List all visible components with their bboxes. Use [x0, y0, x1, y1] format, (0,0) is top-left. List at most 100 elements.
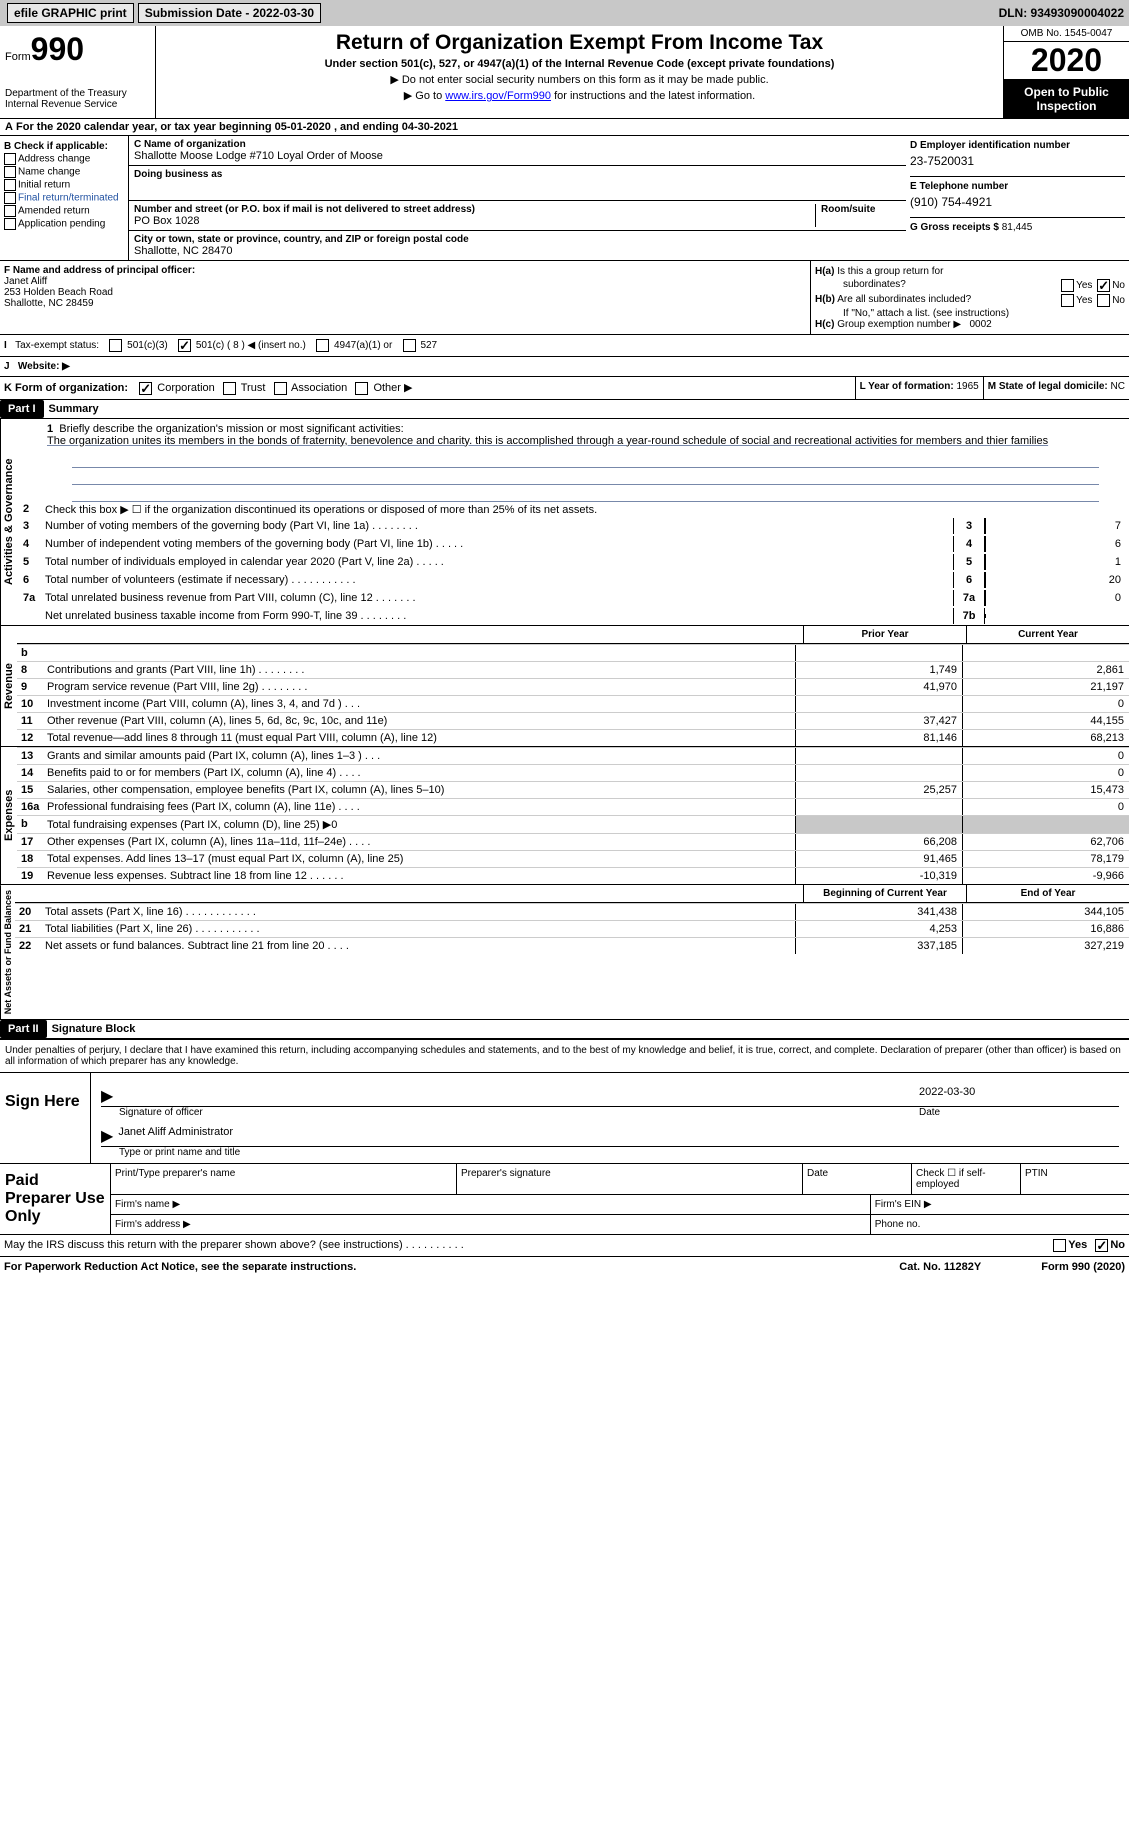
- paid-preparer-block: Paid Preparer Use Only Print/Type prepar…: [0, 1164, 1129, 1235]
- data-line: 22Net assets or fund balances. Subtract …: [15, 937, 1129, 954]
- data-line: 12Total revenue—add lines 8 through 11 (…: [17, 729, 1129, 746]
- public-inspection: Open to Public Inspection: [1004, 80, 1129, 118]
- i-501c[interactable]: [178, 339, 191, 352]
- signer-name: Janet Aliff Administrator: [118, 1126, 233, 1146]
- row-j: J Website: ▶: [0, 357, 1129, 377]
- hb-yes[interactable]: [1061, 294, 1074, 307]
- gov-line: 2Check this box ▶ ☐ if the organization …: [17, 502, 1129, 517]
- col-l: L Year of formation: 1965: [855, 377, 983, 399]
- gov-line: Net unrelated business taxable income fr…: [17, 607, 1129, 625]
- topbar: efile GRAPHIC print Submission Date - 20…: [0, 0, 1129, 26]
- i-501c3[interactable]: [109, 339, 122, 352]
- form-header: Form990 Department of the Treasury Inter…: [0, 26, 1129, 118]
- data-line: b: [17, 644, 1129, 661]
- ha-yes[interactable]: [1061, 279, 1074, 292]
- chk-pending[interactable]: Application pending: [4, 218, 124, 230]
- data-line: bTotal fundraising expenses (Part IX, co…: [17, 815, 1129, 833]
- part2-header: Part II Signature Block: [0, 1020, 1129, 1039]
- discuss-yes[interactable]: [1053, 1239, 1066, 1252]
- tax-year: 2020: [1004, 42, 1129, 80]
- form-subtitle: Under section 501(c), 527, or 4947(a)(1)…: [166, 58, 993, 70]
- officer: Janet Aliff 253 Holden Beach Road Shallo…: [4, 276, 806, 309]
- row-i: I Tax-exempt status: 501(c)(3) 501(c) ( …: [0, 335, 1129, 357]
- k-other[interactable]: [355, 382, 368, 395]
- data-line: 15Salaries, other compensation, employee…: [17, 781, 1129, 798]
- i-527[interactable]: [403, 339, 416, 352]
- footer: For Paperwork Reduction Act Notice, see …: [0, 1256, 1129, 1277]
- form-label: Form: [5, 51, 31, 63]
- k-assoc[interactable]: [274, 382, 287, 395]
- form-title: Return of Organization Exempt From Incom…: [166, 31, 993, 55]
- org-name: Shallotte Moose Lodge #710 Loyal Order o…: [134, 150, 901, 162]
- data-line: 20Total assets (Part X, line 16) . . . .…: [15, 903, 1129, 920]
- part1-header: Part I Summary: [0, 400, 1129, 419]
- col-deg: D Employer identification number 23-7520…: [906, 136, 1129, 260]
- period-line: A For the 2020 calendar year, or tax yea…: [0, 118, 1129, 136]
- section-fh: F Name and address of principal officer:…: [0, 261, 1129, 335]
- hb-no[interactable]: [1097, 294, 1110, 307]
- submission-date: Submission Date - 2022-03-30: [138, 3, 321, 23]
- data-line: 18Total expenses. Add lines 13–17 (must …: [17, 850, 1129, 867]
- chk-name[interactable]: Name change: [4, 166, 124, 178]
- sign-block: Sign Here ▶2022-03-30 Signature of offic…: [0, 1072, 1129, 1164]
- data-line: 17Other expenses (Part IX, column (A), l…: [17, 833, 1129, 850]
- penalty-text: Under penalties of perjury, I declare th…: [0, 1039, 1129, 1072]
- data-line: 14Benefits paid to or for members (Part …: [17, 764, 1129, 781]
- expenses-label: Expenses: [0, 747, 17, 884]
- revenue-block: Revenue Prior YearCurrent Year b8Contrib…: [0, 626, 1129, 747]
- street: PO Box 1028: [134, 215, 815, 227]
- data-line: 13Grants and similar amounts paid (Part …: [17, 747, 1129, 764]
- netassets-label: Net Assets or Fund Balances: [0, 885, 15, 1019]
- col-c: C Name of organizationShallotte Moose Lo…: [129, 136, 906, 260]
- data-line: 11Other revenue (Part VIII, column (A), …: [17, 712, 1129, 729]
- row-klm: K Form of organization: Corporation Trus…: [0, 377, 1129, 400]
- dln: DLN: 93493090004022: [999, 6, 1124, 20]
- gov-line: 4Number of independent voting members of…: [17, 535, 1129, 553]
- gross-receipts: 81,445: [1002, 222, 1033, 233]
- data-line: 8Contributions and grants (Part VIII, li…: [17, 661, 1129, 678]
- group-exempt: 0002: [969, 319, 991, 330]
- phone: (910) 754-4921: [910, 195, 1125, 209]
- col-k: K Form of organization: Corporation Trus…: [0, 377, 855, 399]
- discuss-line: May the IRS discuss this return with the…: [0, 1235, 1129, 1256]
- data-line: 21Total liabilities (Part X, line 26) . …: [15, 920, 1129, 937]
- chk-address[interactable]: Address change: [4, 153, 124, 165]
- gov-line: 5Total number of individuals employed in…: [17, 553, 1129, 571]
- ha-no[interactable]: [1097, 279, 1110, 292]
- k-trust[interactable]: [223, 382, 236, 395]
- governance-label: Activities & Governance: [0, 419, 17, 625]
- city: Shallotte, NC 28470: [134, 245, 901, 257]
- discuss-no[interactable]: [1095, 1239, 1108, 1252]
- gov-line: 7aTotal unrelated business revenue from …: [17, 589, 1129, 607]
- note-link: ▶ Go to www.irs.gov/Form990 for instruct…: [166, 89, 993, 102]
- gov-line: 3Number of voting members of the governi…: [17, 517, 1129, 535]
- form-number: 990: [31, 31, 84, 67]
- revenue-label: Revenue: [0, 626, 17, 746]
- gov-line: 6Total number of volunteers (estimate if…: [17, 571, 1129, 589]
- col-b: B Check if applicable: Address change Na…: [0, 136, 129, 260]
- note-ssn: ▶ Do not enter social security numbers o…: [166, 73, 993, 86]
- data-line: 9Program service revenue (Part VIII, lin…: [17, 678, 1129, 695]
- expenses-block: Expenses 13Grants and similar amounts pa…: [0, 747, 1129, 885]
- data-line: 16aProfessional fundraising fees (Part I…: [17, 798, 1129, 815]
- section-abcdeg: B Check if applicable: Address change Na…: [0, 136, 1129, 261]
- irs-link[interactable]: www.irs.gov/Form990: [445, 90, 551, 102]
- netassets-block: Net Assets or Fund Balances Beginning of…: [0, 885, 1129, 1020]
- col-m: M State of legal domicile: NC: [983, 377, 1129, 399]
- i-4947[interactable]: [316, 339, 329, 352]
- chk-final[interactable]: Final return/terminated: [4, 192, 124, 204]
- efile-btn[interactable]: efile GRAPHIC print: [7, 3, 134, 23]
- ein: 23-7520031: [910, 154, 1125, 168]
- omb-number: OMB No. 1545-0047: [1004, 26, 1129, 42]
- data-line: 19Revenue less expenses. Subtract line 1…: [17, 867, 1129, 884]
- department: Department of the Treasury Internal Reve…: [5, 88, 150, 110]
- mission-text: The organization unites its members in t…: [47, 435, 1048, 447]
- k-corp[interactable]: [139, 382, 152, 395]
- data-line: 10Investment income (Part VIII, column (…: [17, 695, 1129, 712]
- sign-date: 2022-03-30: [919, 1086, 1119, 1106]
- governance-block: Activities & Governance 1 Briefly descri…: [0, 419, 1129, 626]
- chk-initial[interactable]: Initial return: [4, 179, 124, 191]
- col-f: F Name and address of principal officer:…: [0, 261, 811, 334]
- col-h: H(a) Is this a group return for subordin…: [811, 261, 1129, 334]
- chk-amended[interactable]: Amended return: [4, 205, 124, 217]
